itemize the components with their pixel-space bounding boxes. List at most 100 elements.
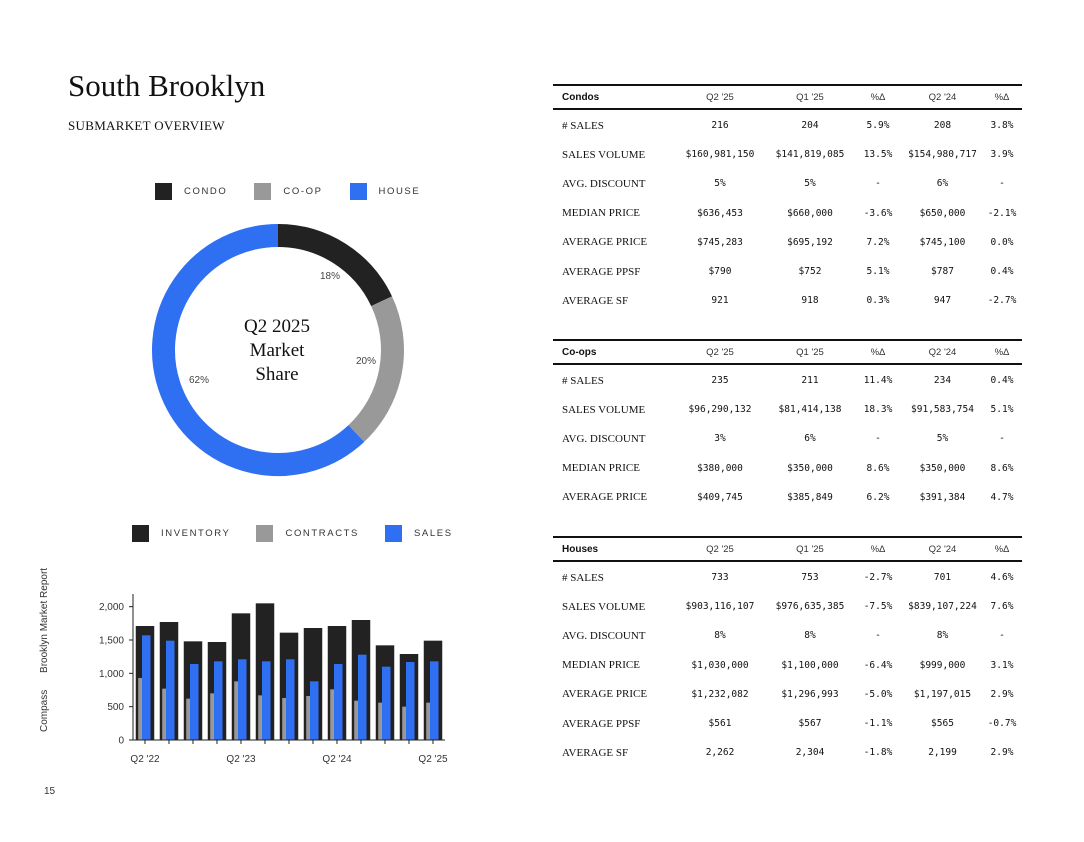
table-cell: $1,296,993	[781, 688, 839, 700]
table-row: AVERAGE SF 2,262 2,304 -1.8% 2,199 2.9%	[553, 738, 1022, 767]
table-cell: 733	[711, 572, 729, 584]
row-label: AVERAGE PRICE	[562, 688, 648, 701]
donut-label-condo: 18%	[320, 271, 341, 282]
donut-slice-condo	[277, 224, 393, 307]
bar-contracts	[234, 681, 240, 740]
table-cell: $976,635,385	[775, 601, 845, 613]
column-header: Q2 '24	[928, 91, 957, 103]
column-header: Q2 '25	[706, 346, 734, 358]
table-cell: 7.6%	[990, 601, 1014, 613]
table-row: AVERAGE PRICE $409,745 $385,849 6.2% $39…	[553, 483, 1022, 512]
table-row: # SALES 235 211 11.4% 234 0.4%	[553, 366, 1022, 395]
table-cell: -	[999, 178, 1005, 190]
table-row: AVG. DISCOUNT 8% 8% - 8% -	[553, 621, 1022, 650]
table-cell: 2.9%	[990, 688, 1014, 700]
table-row: AVERAGE PPSF $561 $567 -1.1% $565 -0.7%	[553, 709, 1022, 738]
bar-sales	[262, 661, 271, 740]
table-cell: 0.4%	[990, 375, 1014, 387]
table-cell: -	[875, 433, 881, 445]
table-cell: $96,290,132	[688, 404, 752, 416]
coop-swatch	[254, 183, 272, 200]
column-header: Q2 '24	[928, 543, 957, 555]
table-cell: 921	[711, 295, 729, 307]
donut-slice-house	[152, 224, 365, 476]
table-cell: 0.4%	[990, 266, 1014, 278]
table-row: AVERAGE PPSF $790 $752 5.1% $787 0.4%	[553, 257, 1022, 286]
table-cell: -1.8%	[863, 747, 893, 759]
bar-sales	[238, 659, 247, 740]
table-row: AVERAGE PRICE $745,283 $695,192 7.2% $74…	[553, 228, 1022, 257]
column-header: %Δ	[870, 346, 886, 358]
table-cell: $752	[798, 266, 822, 278]
y-tick-label: 0	[118, 736, 124, 747]
table-cell: 3.8%	[990, 120, 1014, 132]
table-row: MEDIAN PRICE $1,030,000 $1,100,000 -6.4%…	[553, 651, 1022, 680]
table-cell: 234	[933, 375, 952, 387]
donut-center-line-3: Share	[255, 364, 299, 385]
table-cell: 4.7%	[990, 491, 1014, 503]
legend-item-inventory: INVENTORY	[132, 525, 230, 542]
table-cell: 8.6%	[990, 462, 1014, 474]
table-row: AVG. DISCOUNT 3% 6% - 5% -	[553, 424, 1022, 453]
bar-contracts	[354, 700, 360, 740]
table-cell: 13.5%	[863, 149, 893, 161]
row-label: AVERAGE PPSF	[562, 717, 641, 730]
market-share-donut	[150, 222, 406, 483]
column-header: %Δ	[994, 346, 1010, 358]
column-header: Q2 '24	[928, 346, 957, 358]
table-cell: $160,981,150	[685, 149, 755, 161]
table-cell: 5.9%	[866, 120, 890, 132]
y-tick-label: 1,000	[99, 669, 124, 680]
legend-item-sales: SALES	[385, 525, 453, 542]
bar-contracts	[210, 693, 216, 740]
column-header: Q2 '25	[706, 91, 734, 103]
row-label: AVG. DISCOUNT	[562, 177, 646, 190]
donut-legend: CONDO CO-OP HOUSE	[155, 183, 420, 200]
side-label-brand: Compass	[39, 689, 50, 732]
condos-table: Condos Q2 '25 Q1 '25 %Δ Q2 '24 %Δ # SALE…	[553, 84, 1022, 315]
table-cell: -6.4%	[863, 659, 893, 671]
coops-table: Co-ops Q2 '25 Q1 '25 %Δ Q2 '24 %Δ # SALE…	[553, 339, 1022, 512]
table-cell: 6%	[936, 178, 949, 190]
table-cell: $141,819,085	[775, 149, 845, 161]
x-tick-label: Q2 '22	[130, 754, 160, 765]
table-title: Co-ops	[562, 346, 597, 358]
x-tick-label: Q2 '23	[226, 754, 256, 765]
table-cell: $695,192	[787, 236, 833, 248]
house-swatch	[349, 183, 367, 200]
table-cell: 701	[933, 572, 952, 584]
table-cell: $1,197,015	[913, 688, 972, 700]
table-cell: $787	[931, 266, 954, 278]
row-label: # SALES	[562, 571, 604, 584]
table-cell: 216	[711, 120, 729, 132]
donut-label-coop: 20%	[356, 356, 377, 367]
table-cell: 2,262	[705, 747, 735, 759]
bar-sales	[190, 664, 199, 740]
table-cell: 2,304	[795, 747, 825, 759]
bar-sales	[142, 635, 151, 740]
table-cell: -	[875, 630, 881, 642]
legend-label-condo: CONDO	[184, 186, 228, 197]
legend-item-contracts: CONTRACTS	[256, 525, 359, 542]
table-row: SALES VOLUME $96,290,132 $81,414,138 18.…	[553, 395, 1022, 424]
table-cell: $91,583,754	[911, 404, 974, 416]
row-label: AVG. DISCOUNT	[562, 629, 646, 642]
table-cell: 2,199	[928, 747, 957, 759]
table-row: # SALES 733 753 -2.7% 701 4.6%	[553, 563, 1022, 592]
table-cell: -2.7%	[987, 295, 1017, 307]
page-number: 15	[44, 786, 56, 797]
column-header: Q2 '25	[706, 543, 734, 555]
row-label: MEDIAN PRICE	[562, 659, 640, 672]
side-label: Compass Brooklyn Market Report	[39, 554, 50, 732]
table-cell: $565	[931, 718, 954, 730]
bar-contracts	[378, 702, 384, 740]
donut-label-house: 62%	[189, 375, 210, 386]
bar-contracts	[258, 695, 264, 740]
table-cell: $380,000	[697, 462, 743, 474]
side-label-report: Brooklyn Market Report	[39, 567, 50, 673]
table-cell: $385,849	[787, 491, 833, 503]
table-cell: -7.5%	[863, 601, 893, 613]
bar-contracts	[186, 698, 192, 740]
table-cell: $745,100	[919, 236, 966, 248]
table-body: # SALES 733 753 -2.7% 701 4.6% SALES VOL…	[553, 562, 1022, 767]
